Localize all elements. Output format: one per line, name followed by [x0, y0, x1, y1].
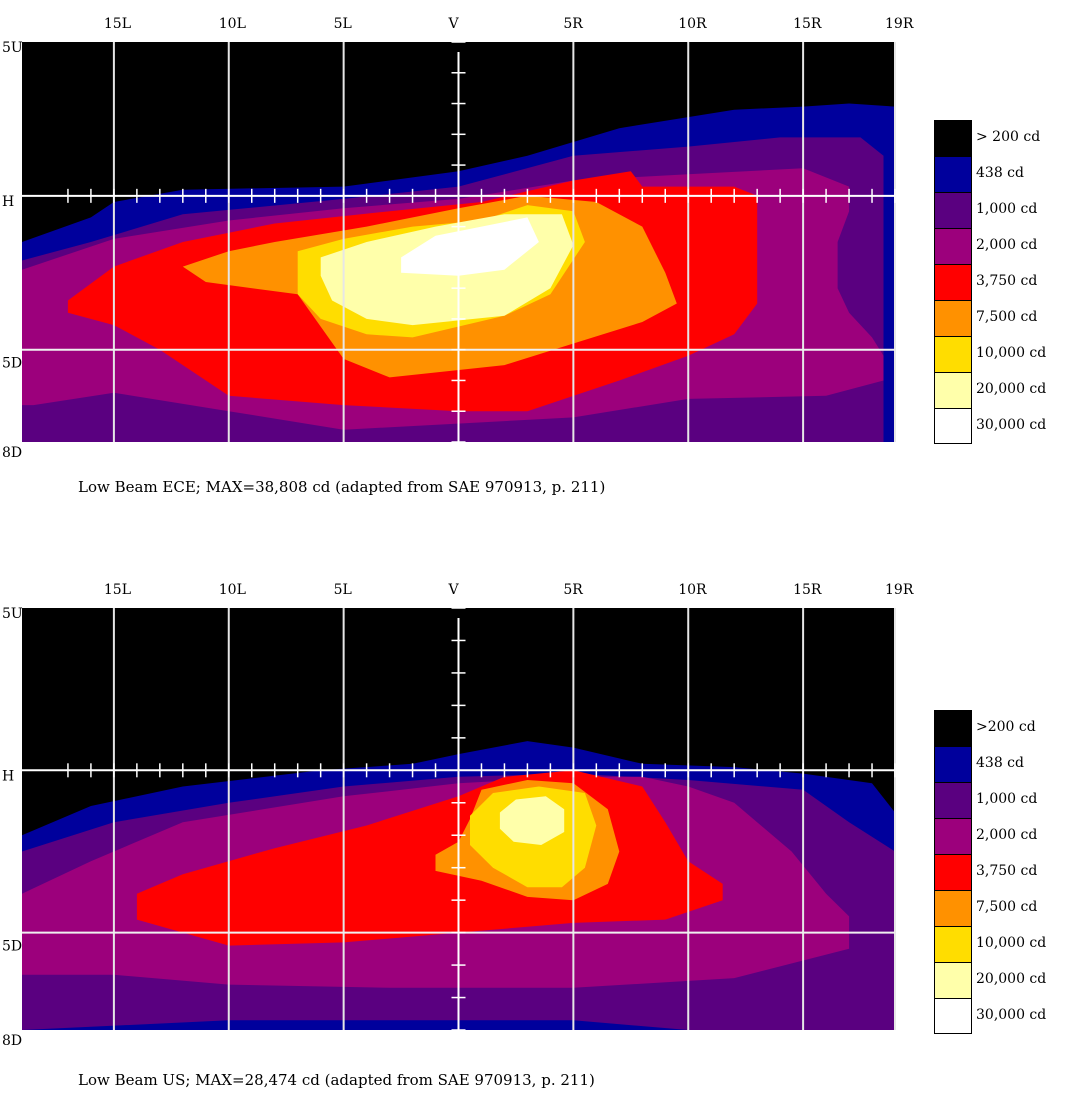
- y-tick-label: 8D: [2, 1033, 22, 1049]
- x-tick-label: 10R: [678, 16, 707, 32]
- legend-label: 3,750 cd: [976, 273, 1038, 289]
- chart-panel-us: 15L 10L 5L V 5R 10R 15R 19R 5U H 5D 8D >200 cd 438 c…: [0, 570, 1067, 1090]
- x-tick-label: 5R: [563, 582, 583, 598]
- legend-swatch: [934, 854, 972, 890]
- legend-label: 30,000 cd: [976, 417, 1047, 433]
- legend-swatch: [934, 926, 972, 962]
- y-tick-label: 5U: [2, 40, 23, 56]
- legend-label: 2,000 cd: [976, 827, 1038, 843]
- x-tick-label: 10R: [678, 582, 707, 598]
- legend-label: 10,000 cd: [976, 345, 1047, 361]
- legend-item: 1,000 cd: [934, 782, 1067, 818]
- legend-item: 20,000 cd: [934, 372, 1067, 408]
- legend-swatch: [934, 998, 972, 1034]
- legend-label: 20,000 cd: [976, 381, 1047, 397]
- legend-us: >200 cd 438 cd 1,000 cd 2,000 cd 3,750 cd 7,5…: [934, 710, 1067, 1034]
- legend-swatch: [934, 372, 972, 408]
- legend-item: 2,000 cd: [934, 818, 1067, 854]
- legend-item: 7,500 cd: [934, 300, 1067, 336]
- contour-region-7: [499, 796, 565, 845]
- legend-item: 438 cd: [934, 156, 1067, 192]
- legend-item: 2,000 cd: [934, 228, 1067, 264]
- legend-item: 30,000 cd: [934, 998, 1067, 1034]
- x-tick-label: 10L: [219, 16, 246, 32]
- heatmap-chart-ece: 15L 10L 5L V 5R 10R 15R 19R 5U H 5D 8D: [2, 16, 914, 461]
- contour-region-8: [401, 217, 539, 276]
- x-tick-label: 5R: [563, 16, 583, 32]
- chart-caption-ece: Low Beam ECE; MAX=38,808 cd (adapted fro…: [78, 478, 606, 496]
- legend-label: 2,000 cd: [976, 237, 1038, 253]
- legend-item: 30,000 cd: [934, 408, 1067, 444]
- legend-label: 7,500 cd: [976, 899, 1038, 915]
- legend-label: 438 cd: [976, 755, 1024, 771]
- x-tick-label: 10L: [219, 582, 246, 598]
- legend-label: 1,000 cd: [976, 201, 1038, 217]
- legend-item: 10,000 cd: [934, 336, 1067, 372]
- legend-swatch: [934, 710, 972, 746]
- legend-item: 20,000 cd: [934, 962, 1067, 998]
- legend-swatch: [934, 746, 972, 782]
- chart-panel-ece: 15L 10L 5L V 5R 10R 15R 19R 5U H 5D 8D > 200 cd 438 …: [0, 0, 1067, 520]
- chart-caption-us: Low Beam US; MAX=28,474 cd (adapted from…: [78, 1071, 595, 1089]
- legend-swatch: [934, 890, 972, 926]
- legend-label: 10,000 cd: [976, 935, 1047, 951]
- legend-swatch: [934, 120, 972, 156]
- legend-label: 1,000 cd: [976, 791, 1038, 807]
- legend-ece: > 200 cd 438 cd 1,000 cd 2,000 cd 3,750 cd 7,…: [934, 120, 1067, 444]
- legend-item: 438 cd: [934, 746, 1067, 782]
- legend-item: 3,750 cd: [934, 854, 1067, 890]
- legend-label: 30,000 cd: [976, 1007, 1047, 1023]
- heatmap-chart-us: 15L 10L 5L V 5R 10R 15R 19R 5U H 5D 8D: [2, 582, 914, 1049]
- legend-swatch: [934, 228, 972, 264]
- legend-label: > 200 cd: [976, 129, 1041, 145]
- legend-label: 438 cd: [976, 165, 1024, 181]
- legend-item: > 200 cd: [934, 120, 1067, 156]
- legend-item: 7,500 cd: [934, 890, 1067, 926]
- legend-swatch: [934, 192, 972, 228]
- x-tick-label: 5L: [334, 582, 352, 598]
- y-tick-label: 5U: [2, 606, 23, 622]
- legend-item: 3,750 cd: [934, 264, 1067, 300]
- legend-swatch: [934, 962, 972, 998]
- y-tick-label: H: [2, 194, 14, 210]
- legend-item: 1,000 cd: [934, 192, 1067, 228]
- legend-swatch: [934, 408, 972, 444]
- x-tick-label: 15L: [104, 582, 131, 598]
- legend-label: 3,750 cd: [976, 863, 1038, 879]
- legend-label: >200 cd: [976, 719, 1036, 735]
- legend-swatch: [934, 336, 972, 372]
- legend-label: 7,500 cd: [976, 309, 1038, 325]
- y-tick-label: H: [2, 768, 14, 784]
- x-tick-label: 19R: [885, 582, 914, 598]
- x-tick-label: 15L: [104, 16, 131, 32]
- x-tick-label: V: [448, 582, 460, 598]
- x-tick-label: 15R: [793, 582, 822, 598]
- legend-swatch: [934, 264, 972, 300]
- legend-label: 20,000 cd: [976, 971, 1047, 987]
- legend-swatch: [934, 782, 972, 818]
- legend-item: 10,000 cd: [934, 926, 1067, 962]
- y-tick-label: 5D: [2, 356, 22, 372]
- y-tick-label: 5D: [2, 939, 22, 955]
- x-tick-label: V: [448, 16, 460, 32]
- legend-swatch: [934, 156, 972, 192]
- x-tick-label: 5L: [334, 16, 352, 32]
- legend-swatch: [934, 818, 972, 854]
- y-tick-label: 8D: [2, 445, 22, 461]
- legend-swatch: [934, 300, 972, 336]
- x-tick-label: 19R: [885, 16, 914, 32]
- legend-item: >200 cd: [934, 710, 1067, 746]
- x-tick-label: 15R: [793, 16, 822, 32]
